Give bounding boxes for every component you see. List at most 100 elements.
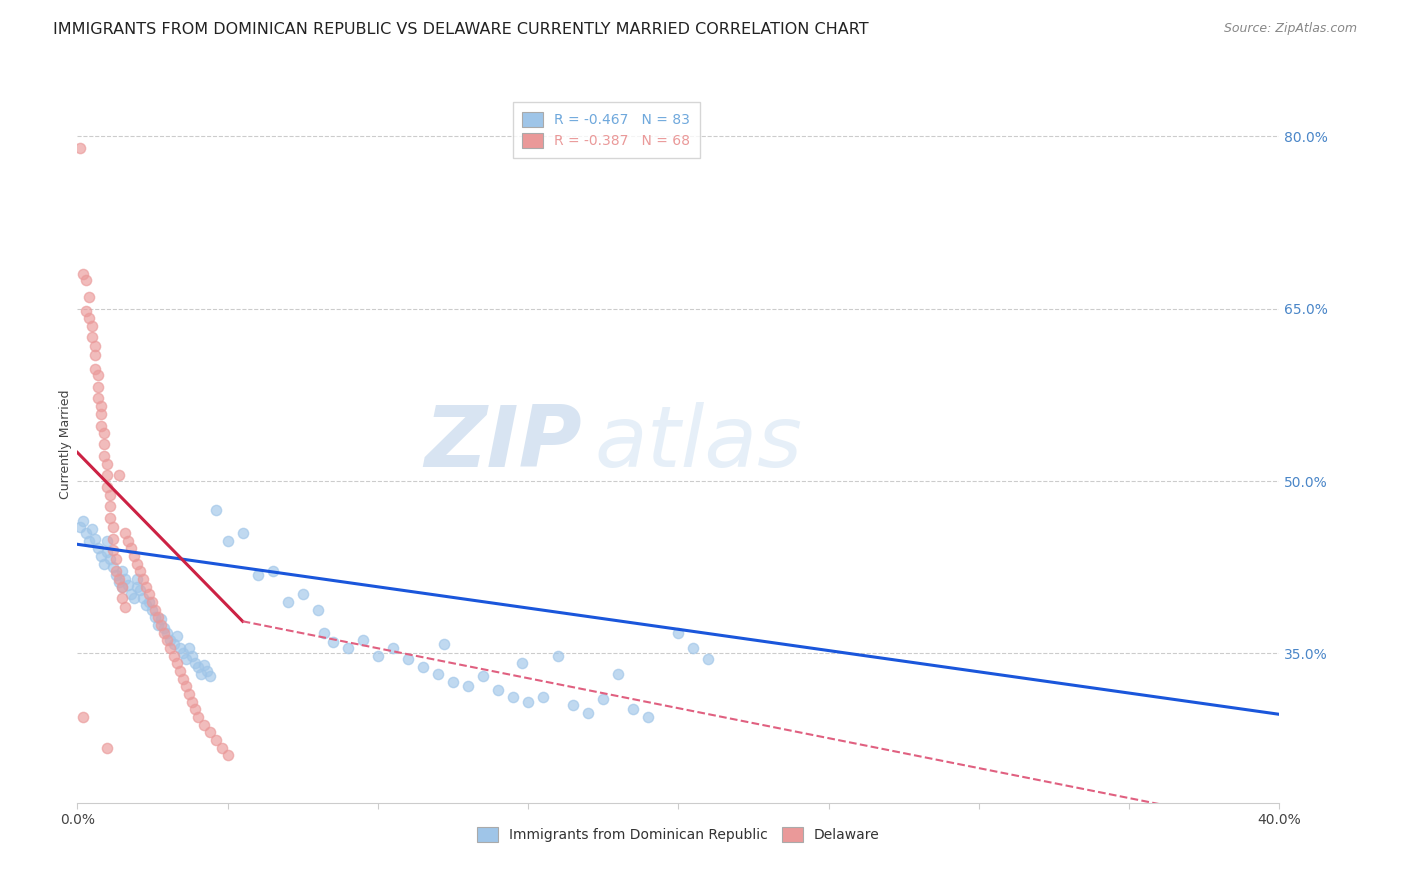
Point xyxy=(79,290,101,304)
Point xyxy=(562,698,585,713)
Point xyxy=(72,709,94,723)
Point xyxy=(177,640,200,655)
Point xyxy=(90,419,112,434)
Point xyxy=(193,717,215,731)
Point xyxy=(114,525,136,540)
Point xyxy=(433,637,456,651)
Point xyxy=(108,575,131,590)
Point xyxy=(132,591,155,606)
Point xyxy=(217,747,239,762)
Point xyxy=(93,557,115,571)
Point xyxy=(183,701,205,715)
Text: ZIP: ZIP xyxy=(425,402,582,485)
Point xyxy=(193,657,215,672)
Point xyxy=(150,617,173,632)
Point xyxy=(79,310,101,325)
Point xyxy=(127,580,149,594)
Point xyxy=(111,564,134,578)
Point xyxy=(510,656,533,670)
Point xyxy=(217,533,239,548)
Point xyxy=(127,557,149,571)
Point xyxy=(502,690,524,705)
Point xyxy=(103,520,125,534)
Point xyxy=(96,480,118,494)
Point xyxy=(69,520,91,534)
Point xyxy=(82,522,104,536)
Point xyxy=(195,664,218,678)
Point xyxy=(103,543,125,558)
Point xyxy=(90,549,112,563)
Point xyxy=(198,724,221,739)
Legend: Immigrants from Dominican Republic, Delaware: Immigrants from Dominican Republic, Dela… xyxy=(471,822,886,847)
Point xyxy=(576,706,599,721)
Point xyxy=(204,503,226,517)
Point xyxy=(637,709,659,723)
Point xyxy=(169,640,191,655)
Point xyxy=(148,617,170,632)
Point xyxy=(96,533,118,548)
Point xyxy=(72,268,94,282)
Y-axis label: Currently Married: Currently Married xyxy=(59,389,72,499)
Point xyxy=(84,338,107,352)
Point xyxy=(145,603,167,617)
Point xyxy=(75,273,97,287)
Point xyxy=(114,572,136,586)
Point xyxy=(105,552,128,566)
Point xyxy=(96,457,118,471)
Point xyxy=(138,595,160,609)
Point xyxy=(117,577,139,591)
Point xyxy=(307,603,329,617)
Point xyxy=(472,669,495,683)
Point xyxy=(90,408,112,422)
Point xyxy=(153,625,176,640)
Point xyxy=(336,640,359,655)
Point xyxy=(180,695,202,709)
Text: atlas: atlas xyxy=(595,402,803,485)
Point xyxy=(124,549,146,563)
Point xyxy=(84,348,107,362)
Point xyxy=(352,632,374,647)
Point xyxy=(183,656,205,670)
Point xyxy=(105,568,128,582)
Point xyxy=(117,533,139,548)
Point xyxy=(129,583,152,598)
Point xyxy=(96,740,118,755)
Point xyxy=(72,514,94,528)
Point xyxy=(159,632,181,647)
Point xyxy=(93,449,115,463)
Point xyxy=(697,652,720,666)
Point xyxy=(177,687,200,701)
Point xyxy=(547,648,569,663)
Point xyxy=(186,660,209,674)
Point xyxy=(198,669,221,683)
Point xyxy=(141,603,163,617)
Point xyxy=(156,632,179,647)
Point xyxy=(190,667,212,681)
Point xyxy=(114,600,136,615)
Point xyxy=(156,625,179,640)
Point xyxy=(162,637,184,651)
Point xyxy=(135,580,157,594)
Point xyxy=(93,425,115,440)
Point xyxy=(129,564,152,578)
Point xyxy=(96,468,118,483)
Point xyxy=(87,541,110,555)
Point xyxy=(312,625,335,640)
Point xyxy=(531,690,554,705)
Point xyxy=(96,545,118,559)
Point xyxy=(322,635,344,649)
Point xyxy=(84,361,107,376)
Point xyxy=(262,564,284,578)
Point xyxy=(120,541,142,555)
Point xyxy=(174,679,197,693)
Point xyxy=(105,564,128,578)
Point xyxy=(162,648,184,663)
Point xyxy=(166,656,188,670)
Text: Source: ZipAtlas.com: Source: ZipAtlas.com xyxy=(1223,22,1357,36)
Point xyxy=(87,392,110,406)
Point xyxy=(108,468,131,483)
Point xyxy=(141,595,163,609)
Point xyxy=(135,598,157,612)
Point xyxy=(186,709,209,723)
Point xyxy=(412,660,434,674)
